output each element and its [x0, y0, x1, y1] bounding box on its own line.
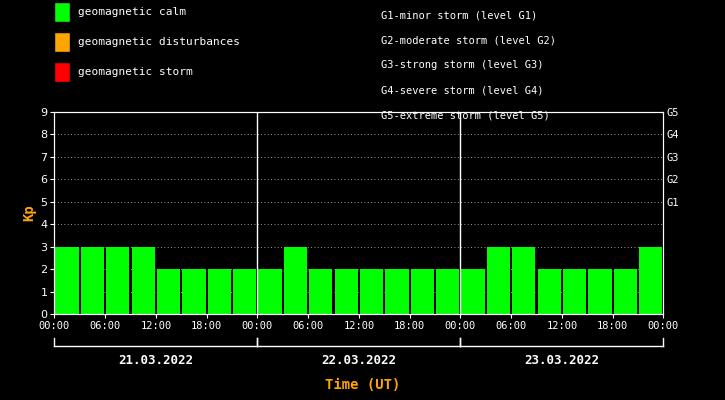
Bar	[486, 247, 510, 314]
Bar	[512, 247, 536, 314]
Bar	[106, 247, 130, 314]
Bar	[207, 269, 231, 314]
Bar	[360, 269, 384, 314]
Bar	[283, 247, 307, 314]
Bar	[182, 269, 206, 314]
Bar	[309, 269, 333, 314]
Bar	[613, 269, 637, 314]
Bar	[563, 269, 587, 314]
Text: G5-extreme storm (level G5): G5-extreme storm (level G5)	[381, 111, 550, 121]
Text: Time (UT): Time (UT)	[325, 378, 400, 392]
Bar	[385, 269, 409, 314]
Bar	[588, 269, 612, 314]
Text: G1-minor storm (level G1): G1-minor storm (level G1)	[381, 10, 537, 20]
Y-axis label: Kp: Kp	[22, 205, 36, 221]
Bar	[461, 269, 485, 314]
Bar	[80, 247, 104, 314]
Text: 23.03.2022: 23.03.2022	[524, 354, 600, 367]
Text: geomagnetic disturbances: geomagnetic disturbances	[78, 37, 239, 47]
Text: geomagnetic calm: geomagnetic calm	[78, 7, 186, 17]
Bar	[157, 269, 181, 314]
Bar	[131, 247, 155, 314]
Text: 22.03.2022: 22.03.2022	[321, 354, 397, 367]
Bar	[410, 269, 434, 314]
Text: geomagnetic storm: geomagnetic storm	[78, 67, 192, 77]
Bar	[639, 247, 663, 314]
Bar	[436, 269, 460, 314]
Bar	[258, 269, 282, 314]
Bar	[537, 269, 561, 314]
Text: 21.03.2022: 21.03.2022	[118, 354, 194, 367]
Text: G3-strong storm (level G3): G3-strong storm (level G3)	[381, 60, 543, 70]
Bar	[334, 269, 358, 314]
Bar	[55, 247, 79, 314]
Text: G2-moderate storm (level G2): G2-moderate storm (level G2)	[381, 35, 555, 45]
Bar	[233, 269, 257, 314]
Text: G4-severe storm (level G4): G4-severe storm (level G4)	[381, 86, 543, 96]
